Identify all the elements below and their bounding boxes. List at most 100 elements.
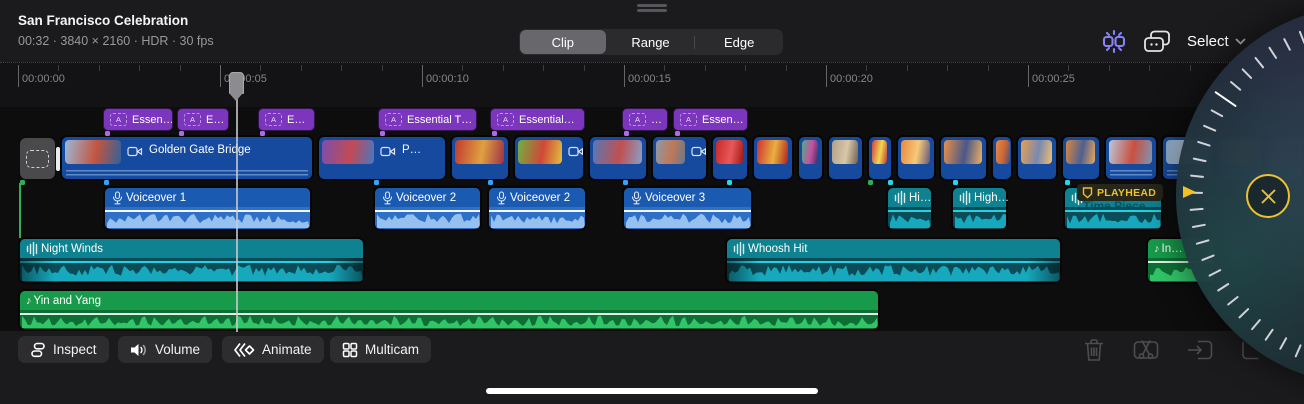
video-clip[interactable] — [939, 135, 988, 181]
blade-icon[interactable] — [1132, 337, 1160, 363]
video-thumbnail — [322, 140, 374, 164]
through-edit-lines — [1110, 170, 1152, 176]
home-indicator[interactable] — [486, 388, 818, 394]
selection-mode-control: Clip Range Edge — [519, 29, 783, 55]
video-clip[interactable] — [827, 135, 864, 181]
mic-icon — [496, 190, 507, 204]
connection-dot-cyan — [727, 180, 732, 185]
mode-clip-button[interactable]: Clip — [520, 30, 606, 54]
playhead-badge-label: PLAYHEAD — [1097, 186, 1157, 199]
video-clip[interactable] — [1061, 135, 1101, 181]
video-clip[interactable] — [867, 135, 893, 181]
video-clip[interactable] — [651, 135, 708, 181]
title-clip-label: E… — [206, 113, 225, 126]
ruler-timecode: 00:00:10 — [426, 73, 469, 85]
title-clip-label: Essential… — [519, 113, 575, 126]
ruler-tick — [462, 65, 464, 71]
title-badge-icon: A — [265, 113, 282, 126]
audio-clip-label: Voiceover 1 — [126, 191, 187, 204]
audio-clip[interactable]: Voiceover 3 — [622, 186, 753, 231]
ruler-tick — [745, 65, 747, 71]
ruler-tick — [583, 65, 585, 71]
audio-wave-icon — [733, 241, 745, 256]
audio-clip[interactable]: Time Piece PLAYHEAD — [1063, 184, 1164, 231]
mode-range-button[interactable]: Range — [608, 30, 694, 54]
video-clip[interactable] — [797, 135, 824, 181]
ruler-tick — [1108, 65, 1110, 71]
ruler-tick — [1149, 65, 1151, 71]
title-clip[interactable]: A E… — [258, 108, 315, 131]
audio-clip[interactable]: Voiceover 2 — [487, 186, 587, 231]
connection-dot-purple — [624, 130, 629, 136]
title-clip[interactable]: A… — [622, 108, 668, 131]
video-thumbnail — [593, 140, 642, 164]
inspect-button[interactable]: Inspect — [18, 336, 109, 363]
insert-icon[interactable] — [1186, 337, 1214, 363]
audio-clip[interactable]: Voiceover 1 — [103, 186, 312, 231]
ruler-tick — [543, 65, 545, 71]
trim-handle[interactable] — [56, 147, 60, 171]
audio-clip-label: Voiceover 2 — [396, 191, 457, 204]
playhead-handle[interactable] — [229, 72, 244, 94]
audio-clip[interactable]: Hi… — [886, 186, 933, 231]
connection-dot-purple — [380, 130, 385, 136]
ruler-tick — [785, 65, 787, 71]
ruler-tick — [422, 65, 423, 87]
title-clip[interactable]: A E… — [177, 108, 229, 131]
connection-dot-purple — [105, 130, 110, 136]
audio-clip-waveform-area — [624, 207, 751, 229]
title-clip[interactable]: A Essen… — [673, 108, 748, 131]
audio-clip[interactable]: ♪ Yin and Yang — [18, 289, 880, 331]
video-clip[interactable] — [450, 135, 510, 181]
ruler-tick — [300, 65, 302, 71]
title-clip[interactable]: A Essential T… — [378, 108, 477, 131]
mode-edge-button[interactable]: Edge — [696, 30, 782, 54]
video-clip[interactable] — [752, 135, 794, 181]
drawer-drag-handle[interactable] — [637, 4, 667, 14]
video-clip[interactable] — [588, 135, 648, 181]
video-clip[interactable]: Golden Gate Bridge — [60, 135, 314, 181]
waveform — [22, 315, 878, 328]
audio-clip-header: Voiceover 2 — [489, 188, 585, 207]
camera-icon — [691, 146, 706, 157]
camera-icon — [380, 146, 396, 157]
close-wheel-button[interactable] — [1246, 174, 1290, 218]
ruler-tick — [1189, 65, 1191, 71]
overwrite-icon[interactable] — [1240, 337, 1266, 363]
video-clip[interactable] — [896, 135, 936, 181]
video-clip[interactable] — [1104, 135, 1158, 181]
volume-button[interactable]: Volume — [118, 336, 213, 363]
audio-clip[interactable]: Night Winds — [18, 237, 365, 284]
title-clip[interactable]: A Essential… — [490, 108, 585, 131]
audio-clip[interactable]: High… — [951, 186, 1009, 231]
project-title: San Francisco Celebration — [18, 13, 189, 28]
timeline-header: San Francisco Celebration 00:32 · 3840 ×… — [0, 0, 1304, 62]
animate-label: Animate — [262, 342, 312, 357]
video-clip[interactable] — [513, 135, 585, 181]
video-clip[interactable] — [1016, 135, 1058, 181]
volume-line — [624, 210, 751, 212]
video-clip[interactable] — [711, 135, 749, 181]
volume-line — [105, 210, 310, 212]
title-clip-label: Essen… — [702, 113, 744, 126]
audio-clip[interactable]: Voiceover 2 — [373, 186, 482, 231]
title-clip-label: Essen… — [132, 113, 172, 126]
volume-line — [888, 210, 931, 212]
video-clip[interactable] — [991, 135, 1013, 181]
gap-clip[interactable] — [18, 136, 57, 181]
snapping-icon[interactable] — [1100, 28, 1128, 54]
multicam-button[interactable]: Multicam — [330, 336, 432, 363]
title-clip[interactable]: A Essen… — [103, 108, 173, 131]
audio-wave-icon — [959, 190, 971, 205]
ruler-tick — [18, 65, 19, 87]
trash-icon[interactable] — [1082, 337, 1106, 363]
ruler-tick — [58, 65, 60, 71]
animate-button[interactable]: Animate — [222, 336, 324, 363]
timeline-ruler[interactable]: 00:00:00 00:00:05 00:00:10 00:00:15 00:00:20… — [0, 62, 1304, 107]
audio-clip[interactable]: Whoosh Hit — [725, 237, 1062, 284]
volume-line — [375, 210, 480, 212]
video-clip[interactable]: P… — [317, 135, 447, 181]
video-thumbnail — [518, 140, 562, 164]
select-tool-icon[interactable] — [1142, 29, 1173, 54]
select-menu-button[interactable]: Select — [1187, 33, 1246, 50]
